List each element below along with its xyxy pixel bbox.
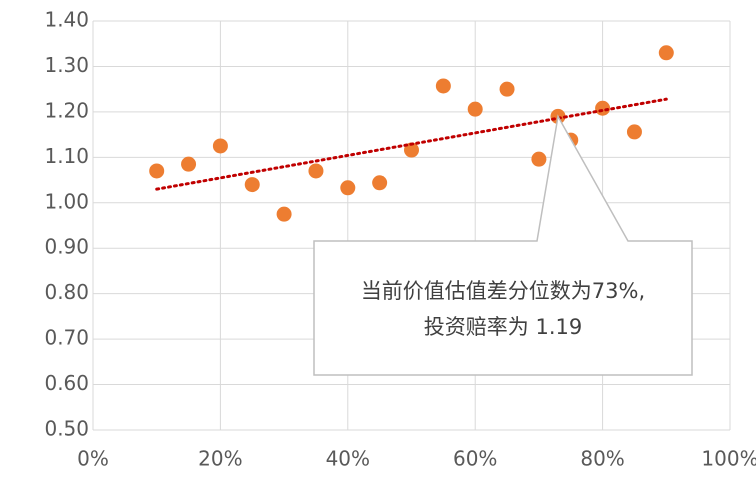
- y-tick-label: 1.20: [44, 98, 89, 122]
- point: [244, 177, 260, 193]
- point: [658, 45, 674, 61]
- point: [626, 124, 642, 140]
- point: [435, 78, 451, 94]
- y-tick-label: 1.10: [44, 144, 89, 168]
- point: [181, 156, 197, 172]
- annotation-text: 投资赔率为 1.19: [424, 315, 582, 339]
- grid: 0.50 0.60 0.70 0.80 0.90 1.00 1.10 1.20 1.30 1.40…: [44, 8, 756, 471]
- y-tick-label: 1.40: [44, 8, 89, 32]
- x-tick-label: 0%: [77, 447, 109, 471]
- x-tick-label: 60%: [453, 447, 497, 471]
- point: [404, 142, 419, 158]
- trendline: [155, 97, 668, 191]
- annotation-text: 当前价值估值差分位数为73%,: [361, 279, 645, 303]
- y-tick-label: 1.30: [44, 53, 89, 77]
- y-tick-label: 0.80: [44, 280, 89, 304]
- x-tick-label: 20%: [198, 447, 242, 471]
- y-tick-label: 0.90: [44, 235, 89, 259]
- callout-box: [313, 114, 693, 376]
- point: [340, 180, 356, 196]
- point: [308, 163, 324, 179]
- point: [372, 175, 388, 191]
- y-tick-label: 0.70: [44, 326, 89, 350]
- point: [212, 138, 228, 154]
- point: [531, 151, 547, 167]
- x-tick-label: 40%: [326, 447, 370, 471]
- callout: 当前价值估值差分位数为73%, 投资赔率为 1.19: [313, 114, 693, 376]
- x-tick-label: 100%: [701, 447, 756, 471]
- y-tick-label: 1.00: [44, 189, 89, 213]
- point: [149, 163, 165, 179]
- x-tick-label: 80%: [580, 447, 624, 471]
- y-tick-label: 0.60: [44, 371, 89, 395]
- y-tick-label: 0.50: [44, 417, 89, 441]
- point: [499, 81, 515, 97]
- point: [467, 101, 483, 117]
- point: [276, 206, 292, 222]
